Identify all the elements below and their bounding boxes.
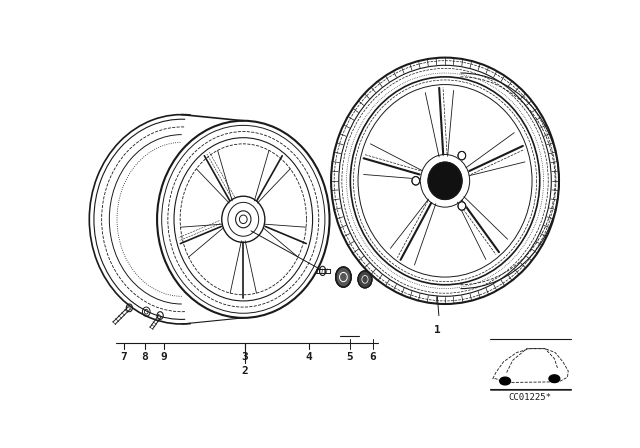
Ellipse shape <box>358 271 372 288</box>
Text: 3: 3 <box>241 352 248 362</box>
Text: 2: 2 <box>241 366 248 375</box>
Ellipse shape <box>458 202 466 210</box>
Ellipse shape <box>500 377 511 385</box>
Ellipse shape <box>336 267 351 287</box>
Text: 7: 7 <box>120 352 127 362</box>
Text: 6: 6 <box>369 352 376 362</box>
Text: CC01225*: CC01225* <box>508 393 551 402</box>
Text: 5: 5 <box>346 352 353 362</box>
Ellipse shape <box>549 375 560 383</box>
Ellipse shape <box>428 162 462 199</box>
Ellipse shape <box>458 151 466 160</box>
Text: 1: 1 <box>434 325 441 335</box>
Text: 8: 8 <box>141 352 148 362</box>
Text: 4: 4 <box>305 352 312 362</box>
Text: 9: 9 <box>161 352 168 362</box>
Ellipse shape <box>412 177 420 185</box>
